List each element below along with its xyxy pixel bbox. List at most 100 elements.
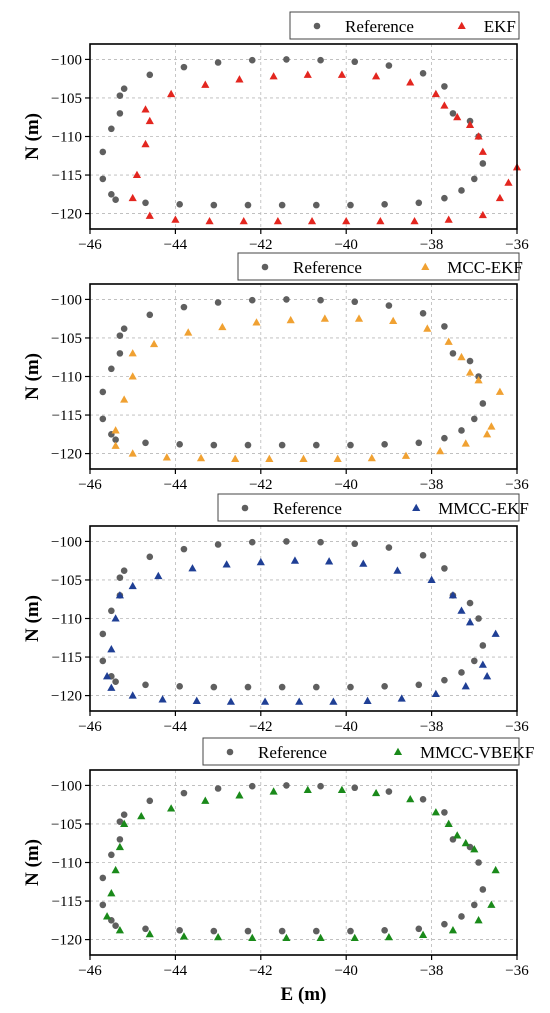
data-point-circle [244,927,252,935]
y-tick-label: −110 [52,612,82,628]
legend-label-reference: Reference [293,258,362,277]
data-point-circle [146,311,154,319]
x-tick-label: −42 [249,477,272,493]
data-point-circle [419,551,427,559]
data-point-circle [210,201,218,209]
data-point-circle [108,125,115,133]
data-point-triangle [354,314,364,322]
data-point-triangle [372,72,381,80]
data-point-triangle [111,614,120,622]
data-point-triangle [218,322,227,331]
y-axis-label: N (m) [22,353,43,400]
data-point-circle [441,434,448,442]
data-point-triangle [474,916,483,924]
data-point-triangle [128,691,137,699]
data-point-triangle [145,929,154,938]
data-point-triangle [222,560,231,568]
y-tick-label: −115 [52,894,82,910]
data-point-circle [347,683,354,691]
data-point-triangle [320,314,329,322]
data-point-circle [278,441,286,449]
data-point-circle [458,669,465,676]
data-point-circle [146,71,154,79]
data-point-circle [112,922,119,930]
data-point-circle [283,56,290,63]
data-point-circle [385,544,393,551]
data-point-circle [210,927,218,935]
data-point-circle [278,683,286,691]
x-tick-label: −44 [164,719,188,735]
data-point-triangle [448,591,458,599]
data-point-triangle [444,819,453,827]
panel-4: −46 −44 −42 −40 −38 −36 −100 −105 −110 −115 −120 N … [22,737,534,1005]
data-point-triangle [201,80,210,88]
data-point-triangle [282,933,291,942]
data-point-circle [176,201,183,208]
data-point-triangle [111,865,120,874]
data-point-circle [347,201,354,209]
data-point-circle [120,325,128,333]
y-axis-label: N (m) [22,595,43,642]
data-point-circle [283,782,290,789]
data-point-circle [108,365,115,373]
data-point-triangle [325,557,334,565]
data-point-triangle [316,933,325,942]
data-point-circle [248,296,256,304]
series-ekf [128,70,522,225]
data-point-circle [142,439,149,447]
x-tick-label: −38 [420,237,443,253]
data-point-circle [415,925,423,933]
data-point-circle [479,160,487,167]
data-point-circle [313,927,320,935]
data-point-circle [471,657,478,665]
data-point-circle [313,683,320,691]
series-mmcc-vbekf [102,785,500,942]
data-point-circle [458,427,465,434]
data-point-circle [317,56,324,64]
legend-marker-reference [313,22,321,30]
data-point-circle [176,927,183,934]
x-tick-label: −44 [164,237,188,253]
data-point-triangle [265,454,274,462]
data-point-circle [248,56,256,64]
data-point-circle [244,441,252,449]
data-point-circle [441,83,448,90]
data-point-triangle [342,216,351,225]
data-point-circle [471,415,478,423]
data-point-triangle [128,581,137,590]
y-tick-label: −100 [51,778,82,794]
data-point-circle [214,59,222,66]
data-point-triangle [372,788,381,797]
data-point-triangle [154,571,163,580]
data-point-circle [244,201,252,209]
series-reference [99,296,487,449]
data-point-circle [180,63,188,71]
data-point-triangle [418,930,428,938]
data-point-triangle [235,75,244,83]
data-point-circle [99,657,107,665]
data-point-circle [248,538,256,546]
data-point-triangle [128,372,137,380]
data-point-triangle [167,804,176,812]
data-point-circle [112,436,119,444]
y-tick-label: −120 [51,689,82,705]
data-point-triangle [141,105,150,113]
y-tick-label: −120 [51,933,82,949]
y-tick-label: −110 [52,370,82,386]
data-point-circle [176,441,183,448]
data-point-circle [180,545,188,553]
data-point-circle [210,683,218,691]
data-point-circle [283,296,290,303]
data-point-circle [142,925,149,933]
data-point-circle [351,298,359,306]
data-point-circle [441,565,448,572]
data-point-triangle [303,70,312,78]
data-point-triangle [111,426,120,434]
data-point-triangle [457,352,466,361]
data-point-triangle [171,215,180,223]
data-point-circle [210,441,218,449]
legend-label-reference: Reference [273,499,342,518]
legend-label-method: MMCC-VBEKF [420,743,534,762]
data-point-circle [283,538,290,545]
